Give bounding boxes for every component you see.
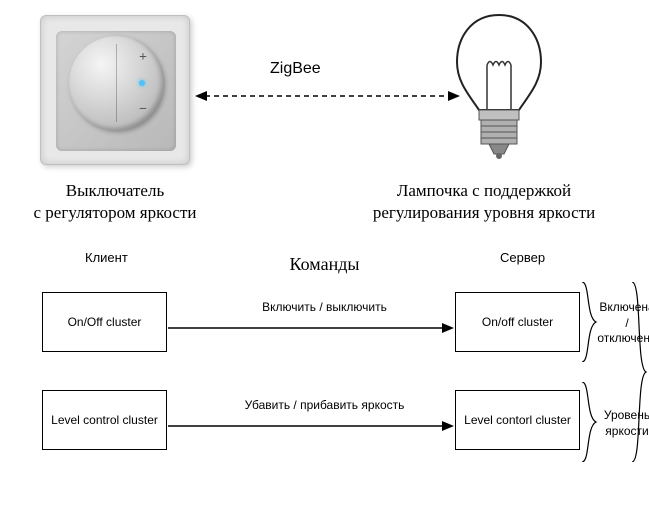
device-row: + − ZigBee — [0, 0, 649, 180]
lightbulb-icon — [449, 10, 549, 165]
level-command-label: Убавить / прибавить яркость — [245, 398, 405, 412]
led-indicator-icon — [139, 80, 145, 86]
lightbulb-graphic — [449, 10, 549, 170]
minus-icon: − — [139, 102, 147, 118]
switch-caption: Выключательс регулятором яркости — [0, 180, 230, 224]
client-column-header: Клиент — [85, 250, 128, 265]
level-command-arrow — [168, 418, 454, 434]
client-onoff-cluster-box: On/Off cluster — [42, 292, 167, 352]
server-onoff-cluster-box: On/off cluster — [455, 292, 580, 352]
onoff-command-label: Включить / выключить — [262, 300, 387, 314]
bulb-caption: Лампочка c поддержкойрегулирования уровн… — [319, 180, 649, 224]
diagram-title: Команды — [290, 254, 360, 275]
state-brace-onoff — [580, 282, 598, 362]
client-level-cluster-box: Level control cluster — [42, 390, 167, 450]
server-level-cluster-box: Level contorl cluster — [455, 390, 580, 450]
state-brace-combined — [630, 282, 648, 462]
zigbee-link-arrow — [195, 88, 460, 104]
state-brace-level — [580, 382, 598, 462]
onoff-command-arrow — [168, 320, 454, 336]
dimmer-switch-graphic: + − — [40, 15, 190, 165]
server-column-header: Сервер — [500, 250, 545, 265]
protocol-label: ZigBee — [270, 60, 321, 78]
plus-icon: + — [139, 50, 147, 66]
